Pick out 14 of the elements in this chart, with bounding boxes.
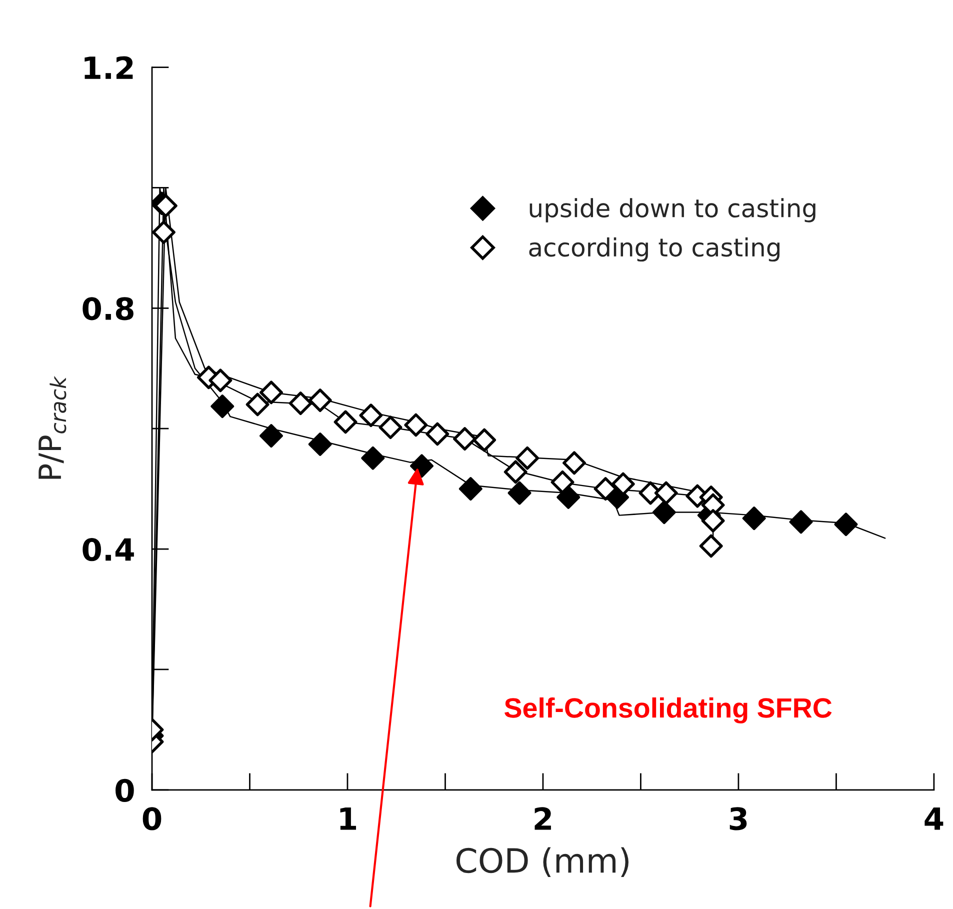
x-tick-label: 0 (142, 807, 162, 830)
y-tick-label: 0.4 (82, 538, 134, 562)
y-tick-label: 1.2 (84, 56, 133, 79)
y-tick-label: 0.8 (82, 297, 134, 320)
x-tick-label: 3 (730, 807, 747, 830)
y-axis-title: P/P$_{crack}$ (38, 376, 66, 479)
legend-label: according to casting (529, 237, 780, 262)
x-axis-title: COD (mm) (456, 847, 628, 877)
x-tick-label: 1 (340, 808, 356, 830)
y-tick-label: 0 (116, 778, 134, 802)
x-tick-label: 2 (534, 807, 551, 830)
legend-label: upside down to casting (530, 198, 816, 222)
annotation: Self-Consolidating SFRC (504, 697, 832, 724)
x-tick-label: 4 (924, 808, 944, 830)
